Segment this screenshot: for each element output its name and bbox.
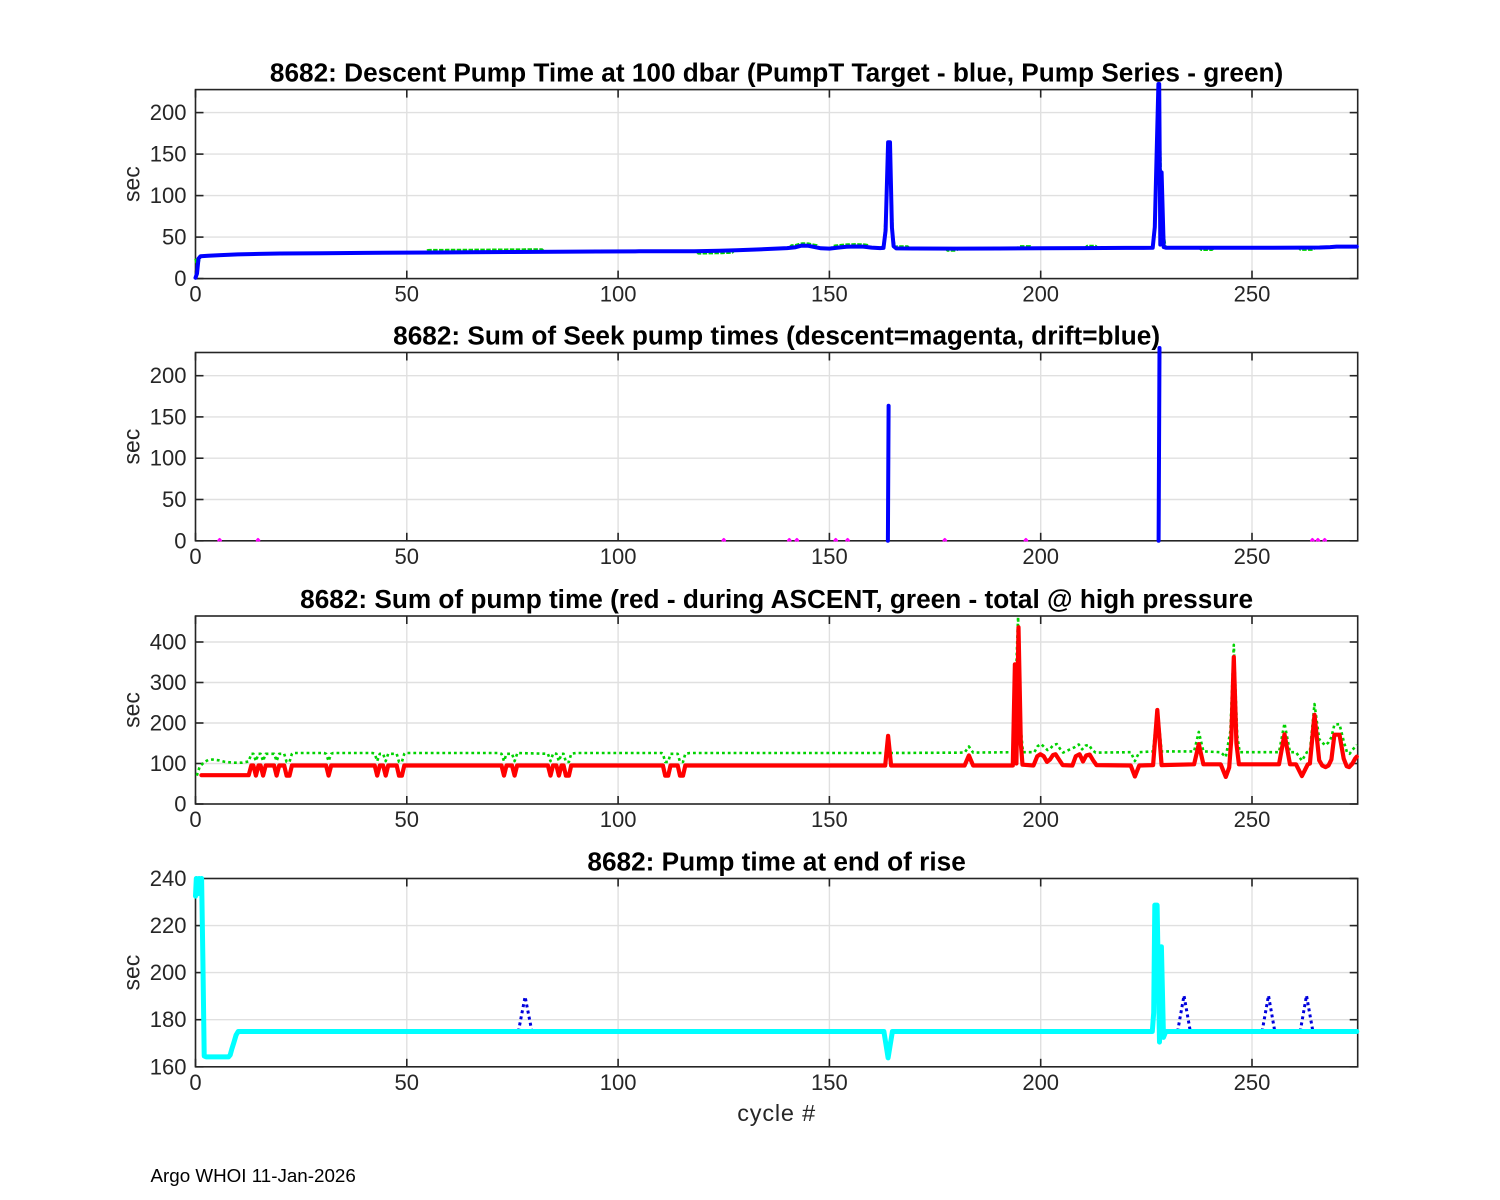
svg-text:250: 250 — [1234, 807, 1271, 832]
svg-text:sec: sec — [119, 166, 145, 202]
svg-text:cycle #: cycle # — [737, 1100, 816, 1126]
svg-text:200: 200 — [1022, 1070, 1059, 1095]
svg-text:150: 150 — [811, 544, 848, 569]
svg-text:50: 50 — [162, 225, 186, 250]
svg-text:50: 50 — [395, 807, 419, 832]
svg-text:220: 220 — [150, 913, 187, 938]
svg-text:150: 150 — [811, 1070, 848, 1095]
svg-text:300: 300 — [150, 670, 187, 695]
svg-text:200: 200 — [150, 711, 187, 736]
svg-text:100: 100 — [150, 183, 187, 208]
svg-text:0: 0 — [174, 528, 186, 553]
svg-text:0: 0 — [174, 792, 186, 817]
svg-text:100: 100 — [150, 751, 187, 776]
svg-text:100: 100 — [600, 282, 637, 307]
svg-text:50: 50 — [395, 282, 419, 307]
svg-text:Argo WHOI 11-Jan-2026: Argo WHOI 11-Jan-2026 — [151, 1165, 356, 1186]
svg-text:250: 250 — [1234, 282, 1271, 307]
svg-text:0: 0 — [189, 1070, 201, 1095]
svg-text:50: 50 — [395, 544, 419, 569]
svg-text:150: 150 — [811, 807, 848, 832]
svg-text:200: 200 — [150, 960, 187, 985]
svg-text:8682: Pump time at end of rise: 8682: Pump time at end of rise — [587, 847, 965, 877]
svg-text:200: 200 — [150, 100, 187, 125]
svg-text:0: 0 — [189, 282, 201, 307]
svg-text:100: 100 — [600, 1070, 637, 1095]
svg-text:240: 240 — [150, 866, 187, 891]
svg-text:0: 0 — [189, 807, 201, 832]
svg-text:150: 150 — [150, 404, 187, 429]
svg-text:400: 400 — [150, 630, 187, 655]
svg-text:8682: Sum of pump time (red -: 8682: Sum of pump time (red - during ASC… — [300, 584, 1253, 614]
svg-text:50: 50 — [395, 1070, 419, 1095]
svg-text:100: 100 — [600, 807, 637, 832]
svg-text:250: 250 — [1234, 544, 1271, 569]
svg-text:sec: sec — [119, 429, 145, 465]
svg-text:50: 50 — [162, 487, 186, 512]
svg-text:100: 100 — [600, 544, 637, 569]
svg-text:8682: Sum of Seek pump times (: 8682: Sum of Seek pump times (descent=ma… — [393, 321, 1160, 351]
svg-text:180: 180 — [150, 1007, 187, 1032]
svg-text:150: 150 — [811, 282, 848, 307]
svg-text:250: 250 — [1234, 1070, 1271, 1095]
svg-text:100: 100 — [150, 446, 187, 471]
svg-text:200: 200 — [1022, 544, 1059, 569]
svg-text:8682: Descent Pump Time at 100: 8682: Descent Pump Time at 100 dbar (Pum… — [270, 58, 1283, 88]
svg-text:150: 150 — [150, 142, 187, 167]
svg-text:200: 200 — [1022, 807, 1059, 832]
svg-text:160: 160 — [150, 1054, 187, 1079]
svg-text:0: 0 — [174, 266, 186, 291]
svg-text:0: 0 — [189, 544, 201, 569]
svg-text:sec: sec — [119, 955, 145, 991]
svg-text:sec: sec — [119, 692, 145, 728]
svg-text:200: 200 — [150, 363, 187, 388]
svg-text:200: 200 — [1022, 282, 1059, 307]
